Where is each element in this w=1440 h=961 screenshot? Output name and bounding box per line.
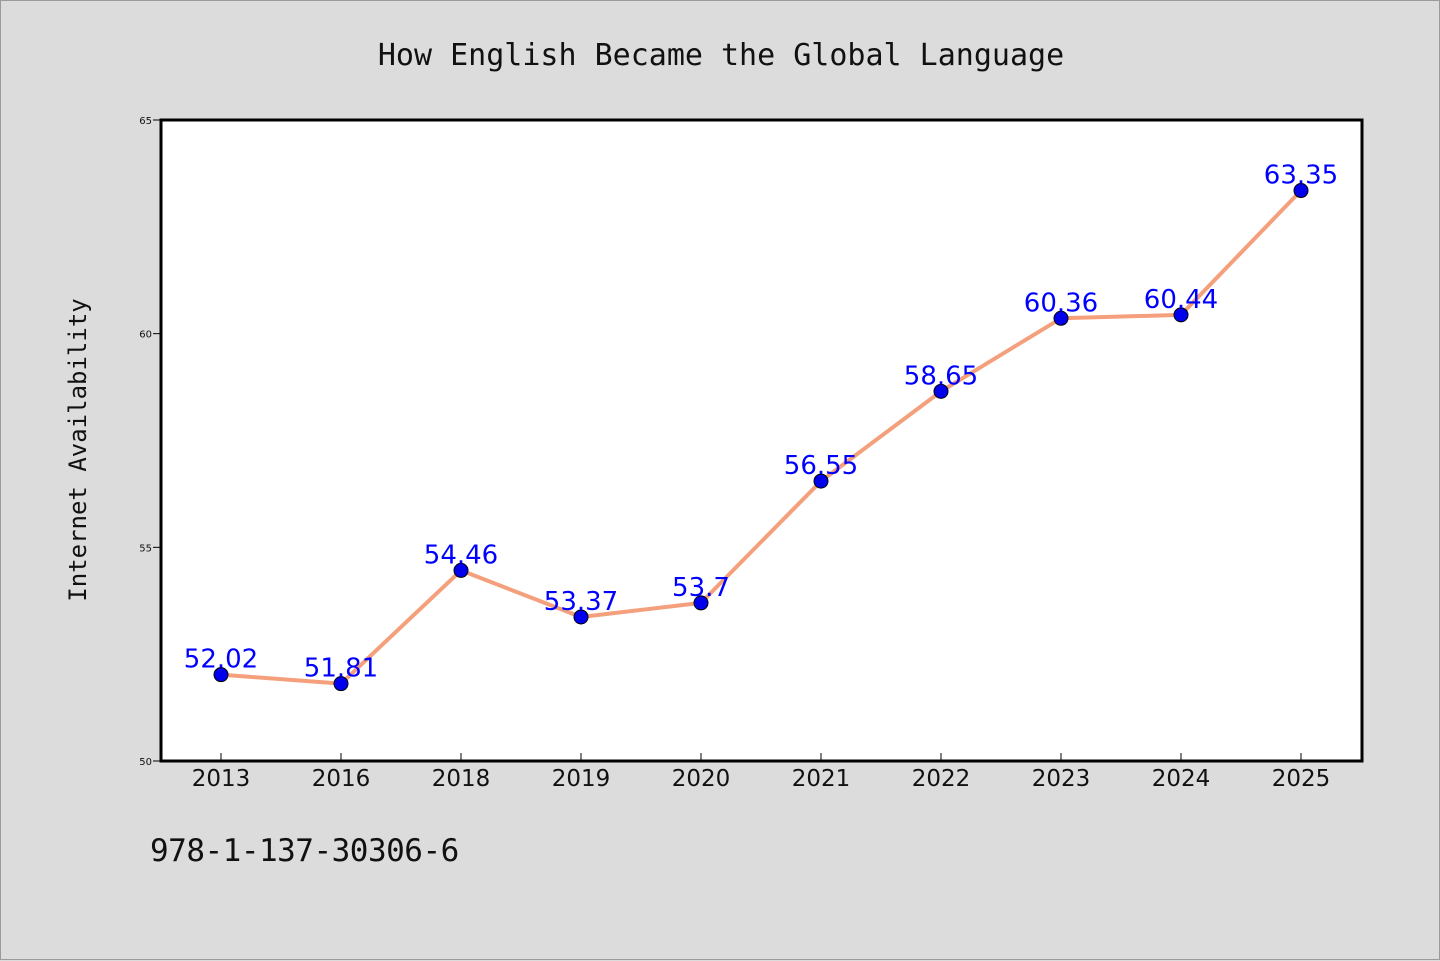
data-point bbox=[1053, 310, 1069, 326]
data-point bbox=[813, 473, 829, 489]
x-tick-label: 2024 bbox=[1152, 766, 1211, 792]
isbn-text: 978-1-137-30306-6 bbox=[150, 833, 459, 869]
x-tick-label: 2019 bbox=[552, 766, 611, 792]
x-tick-label: 2016 bbox=[312, 766, 371, 792]
data-label: 56.55 bbox=[784, 451, 858, 481]
data-label: 54.46 bbox=[424, 540, 498, 570]
y-axis-label: Internet Availability bbox=[64, 298, 92, 601]
x-tick-label: 2022 bbox=[912, 766, 971, 792]
x-tick-label: 2021 bbox=[792, 766, 851, 792]
data-label: 52.02 bbox=[184, 645, 258, 675]
data-label: 60.36 bbox=[1024, 288, 1098, 318]
data-point bbox=[453, 562, 469, 578]
y-tick-label: 55 bbox=[139, 543, 152, 554]
data-point bbox=[933, 383, 949, 399]
data-label: 53.7 bbox=[672, 573, 730, 603]
series: 52.02 51.81 54.46 53.37 53.7 56.55 58.65 60.36 6… bbox=[184, 161, 1338, 692]
data-label: 51.81 bbox=[304, 654, 378, 684]
y-axis: 50 55 60 65 bbox=[139, 116, 161, 768]
x-tick-label: 2020 bbox=[672, 766, 731, 792]
x-tick-label: 2025 bbox=[1272, 766, 1331, 792]
data-label: 58.65 bbox=[904, 361, 978, 391]
x-tick-label: 2013 bbox=[192, 766, 251, 792]
chart-title: How English Became the Global Language bbox=[378, 38, 1064, 73]
x-axis: 2013 2016 2018 2019 2020 2021 2022 2023 2024 2025 bbox=[192, 753, 1331, 792]
data-point bbox=[573, 609, 589, 625]
y-tick-label: 50 bbox=[139, 757, 152, 768]
data-label: 63.35 bbox=[1264, 161, 1338, 191]
data-point bbox=[333, 676, 349, 692]
y-tick-label: 60 bbox=[139, 330, 152, 341]
data-point bbox=[1173, 307, 1189, 323]
data-label: 60.44 bbox=[1144, 285, 1218, 315]
series-line bbox=[220, 189, 1303, 686]
plot-area bbox=[159, 118, 1364, 763]
data-point bbox=[693, 595, 709, 611]
x-tick-label: 2018 bbox=[432, 766, 491, 792]
x-tick-label: 2023 bbox=[1032, 766, 1091, 792]
y-tick-label: 65 bbox=[139, 116, 152, 127]
data-point bbox=[1293, 183, 1309, 199]
data-point bbox=[213, 667, 229, 683]
data-label: 53.37 bbox=[544, 587, 618, 617]
